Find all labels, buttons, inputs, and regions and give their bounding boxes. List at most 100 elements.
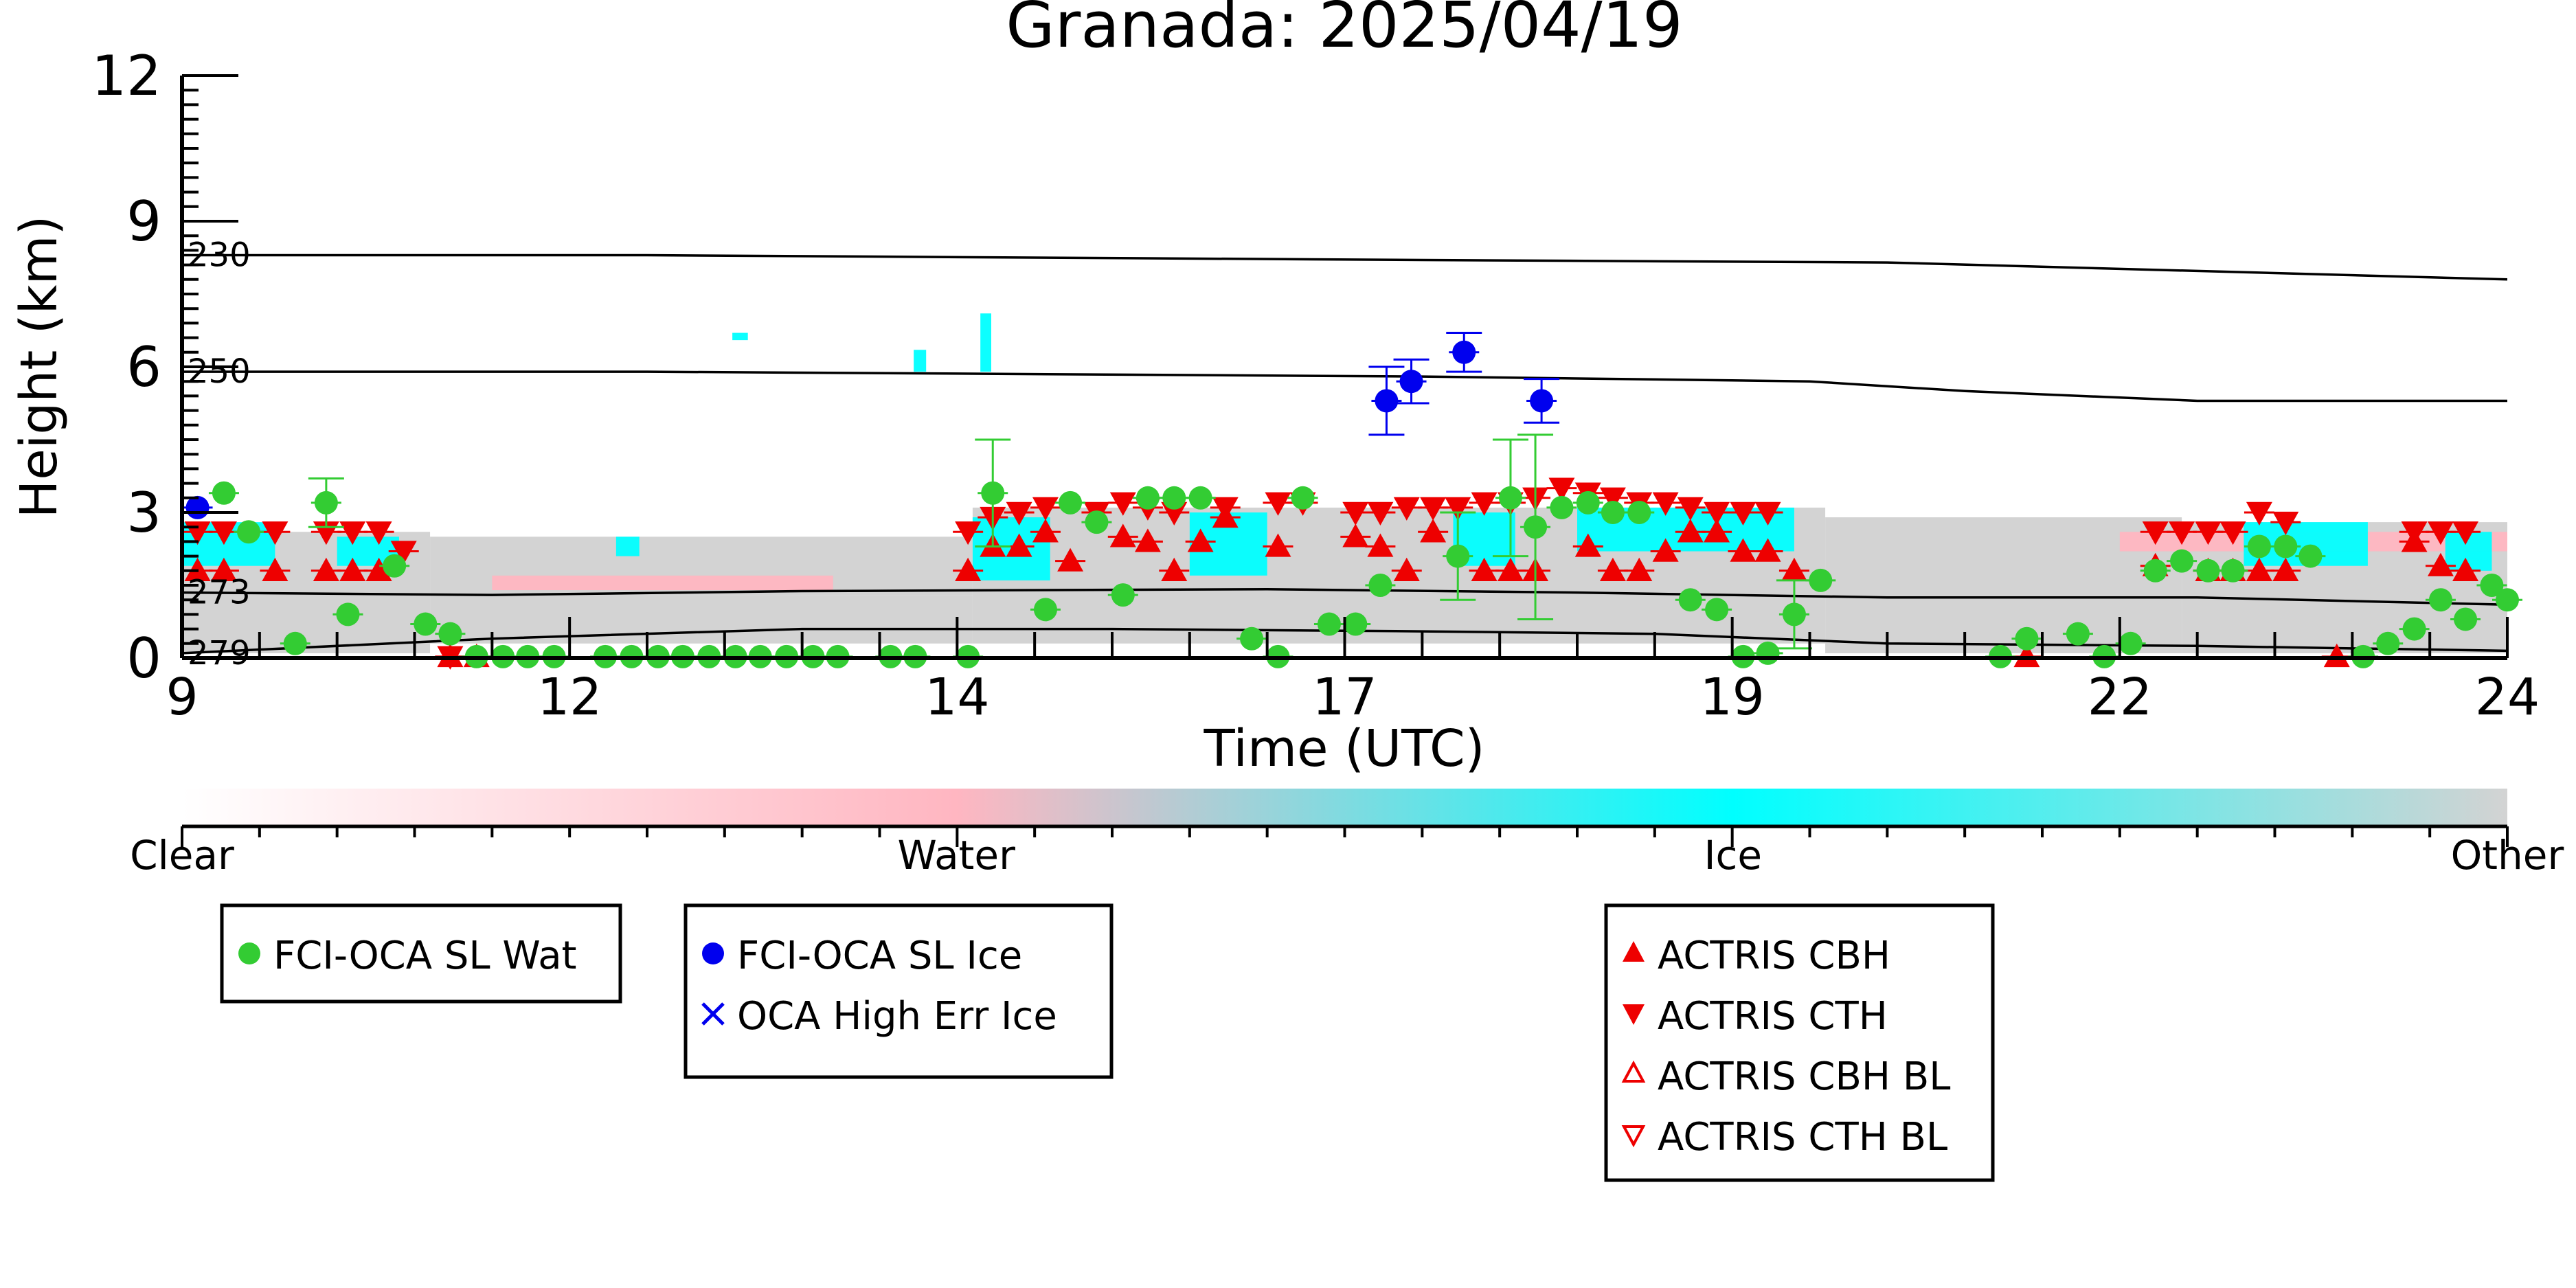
isotherm-label: 250 xyxy=(188,352,251,391)
legend-label: FCI-OCA SL Wat xyxy=(273,934,577,978)
colorbar-label: Water xyxy=(897,832,1015,879)
fci-oca-sl-wat-point xyxy=(1291,486,1315,510)
fci-oca-sl-wat-point xyxy=(1524,515,1548,539)
chart-title: Granada: 2025/04/19 xyxy=(1006,0,1682,62)
fci-oca-sl-wat-point xyxy=(1627,501,1651,524)
fci-oca-sl-wat-point xyxy=(1188,486,1212,510)
actris-cth-point xyxy=(1471,492,1498,516)
actris-cth-point xyxy=(1704,501,1730,526)
actris-cth-point xyxy=(1730,501,1756,526)
actris-cbh-point xyxy=(313,557,339,581)
fci-oca-sl-wat-point xyxy=(1368,574,1392,597)
legend-label: ACTRIS CTH xyxy=(1658,994,1888,1039)
fci-oca-sl-wat-point xyxy=(1576,490,1600,515)
fci-oca-sl-wat-point xyxy=(2496,588,2519,612)
fci-oca-sl-wat-point xyxy=(237,520,261,544)
fci-oca-sl-ice-point xyxy=(1452,340,1476,364)
actris-cth-point xyxy=(1006,501,1032,526)
legend-label: ACTRIS CTH BL xyxy=(1658,1115,1947,1160)
actris-cbh-point xyxy=(1704,519,1730,543)
colorbar-gradient xyxy=(182,789,2507,826)
fci-oca-sl-wat-point xyxy=(1059,490,1083,515)
actris-cbh-point xyxy=(210,557,237,581)
fci-oca-sl-wat-point xyxy=(2274,534,2298,558)
fci-oca-sl-wat-point xyxy=(1601,501,1625,524)
colorbar-label: Other xyxy=(2451,832,2564,879)
actris-cbh-point xyxy=(339,557,366,581)
fci-oca-sl-ice-point xyxy=(1530,389,1554,413)
x-axis-label: Time (UTC) xyxy=(1203,719,1484,778)
actris-cbh-point xyxy=(2246,557,2272,581)
fci-oca-sl-wat-point xyxy=(1550,495,1574,519)
legends: FCI-OCA SL Wat FCI-OCA SL Ice OCA High Err… xyxy=(220,903,1995,1182)
fci-oca-sl-wat-point xyxy=(1782,602,1806,626)
actris-cbh-point xyxy=(262,557,289,581)
actris-cth-point xyxy=(365,521,392,545)
actris-cbh-point xyxy=(1367,533,1394,557)
fci-oca-sl-wat-point xyxy=(1033,598,1057,622)
actris-cth-point xyxy=(1212,497,1239,521)
isotherm-line xyxy=(182,370,2507,403)
actris-cth-point xyxy=(2272,511,2299,536)
actris-cth-point xyxy=(1265,492,1291,516)
x-tick-label: 14 xyxy=(925,668,989,727)
fci-oca-sl-wat-point xyxy=(1678,588,1702,612)
colorbar-ticks xyxy=(181,824,2509,847)
oca-high-err-ice-legend-marker xyxy=(701,1002,725,1026)
fci-oca-sl-wat-point xyxy=(1085,510,1109,534)
y-tick-label: 3 xyxy=(126,481,161,545)
y-axis-label: Height (km) xyxy=(10,216,69,519)
actris-cbh-point xyxy=(1497,557,1524,581)
fci-oca-sl-wat-point xyxy=(1240,626,1264,651)
legend-label: FCI-OCA SL Ice xyxy=(737,934,1022,978)
fci-oca-sl-wat-point xyxy=(2247,534,2271,558)
actris-cth-point xyxy=(1599,487,1626,511)
actris-cbh-point xyxy=(2323,643,2350,668)
fci-oca-sl-wat-point xyxy=(2402,617,2426,641)
actris-cth-point xyxy=(390,541,417,565)
fci-oca-sl-wat-point xyxy=(1809,568,1833,592)
actris-cbh-legend-marker xyxy=(1623,941,1645,962)
legend-label: ACTRIS CBH xyxy=(1658,934,1890,978)
fci-oca-sl-wat-point xyxy=(2298,544,2323,568)
actris-cbh-point xyxy=(1057,547,1084,572)
actris-cth-point xyxy=(1367,501,1394,526)
actris-cth-point xyxy=(1393,497,1420,521)
actris-cbh-point xyxy=(1032,519,1059,543)
colorbar: Clear Water Ice Other xyxy=(130,789,2564,879)
actris-cbh-point xyxy=(1574,533,1601,557)
fci-oca-sl-wat-point xyxy=(2119,631,2143,655)
actris-cth-point xyxy=(1109,492,1136,516)
fci-oca-sl-wat-point xyxy=(2143,558,2167,583)
legend-frame xyxy=(683,903,1114,1079)
actris-cbh-point xyxy=(2427,552,2454,576)
x-tick-label: 19 xyxy=(1700,668,1765,727)
fci-oca-sl-ice-point xyxy=(185,495,210,519)
axes: 0 3 6 9 12 9 12 14 17 19 22 24 xyxy=(91,44,2540,727)
fci-oca-sl-wat-point xyxy=(2196,558,2220,583)
fci-oca-sl-wat-point xyxy=(1162,486,1186,510)
actris-cth-bl-legend-marker xyxy=(1621,1125,1646,1148)
fci-oca-sl-wat-legend-marker xyxy=(238,942,260,964)
fci-oca-sl-wat-point xyxy=(2170,549,2194,573)
actris-cth-point xyxy=(1420,497,1447,521)
actris-cth-point xyxy=(1342,501,1369,526)
actris-cth-point xyxy=(2452,521,2479,545)
colorbar-label: Ice xyxy=(1704,832,1762,879)
actris-cbh-point xyxy=(1109,523,1136,547)
cloud-layer-ice xyxy=(615,536,640,556)
actris-cth-point xyxy=(2142,521,2169,545)
colorbar-label: Clear xyxy=(130,832,234,879)
x-tick-label: 22 xyxy=(2088,668,2152,727)
fci-oca-sl-wat-point xyxy=(212,481,236,505)
actris-cbh-point xyxy=(1161,557,1188,581)
cloud-layer-other xyxy=(430,595,973,644)
legend-frame xyxy=(220,903,622,1004)
fci-oca-sl-wat-point xyxy=(2428,588,2452,612)
fci-oca-sl-wat-point xyxy=(283,631,307,655)
y-tick-label: 9 xyxy=(126,190,161,253)
actris-cbh-point xyxy=(1006,533,1032,557)
actris-cth-point xyxy=(955,521,982,545)
isotherm-label: 230 xyxy=(188,236,251,274)
